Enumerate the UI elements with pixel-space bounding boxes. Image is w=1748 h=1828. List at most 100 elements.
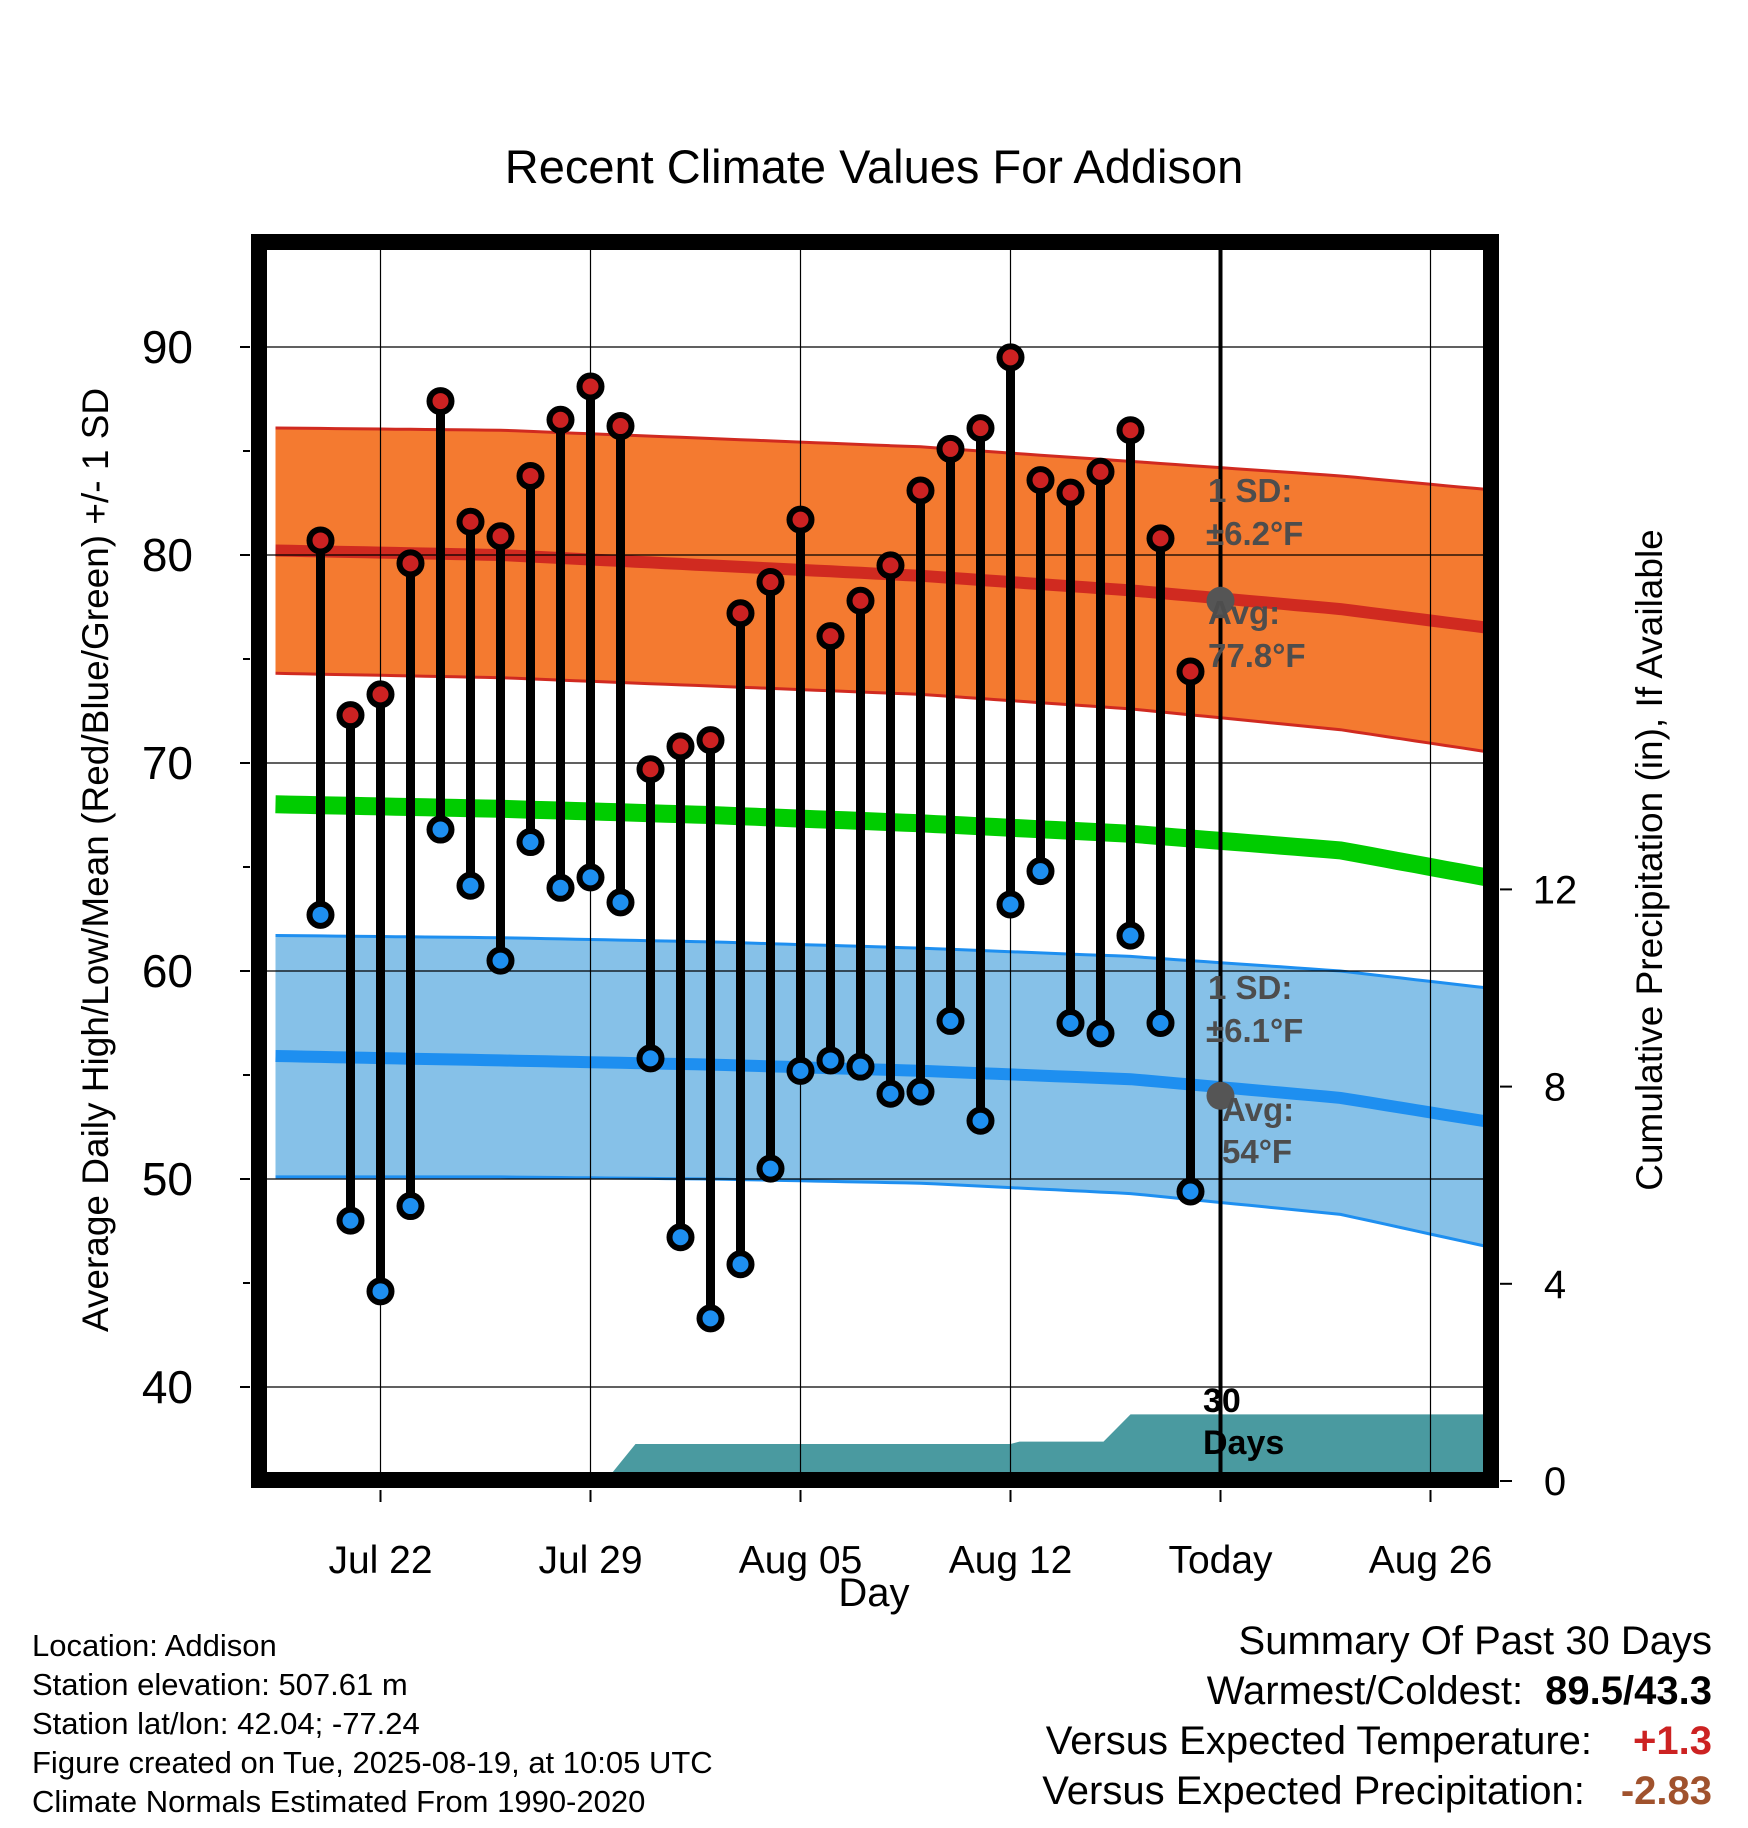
x-tick-label: Jul 22 [328,1539,432,1582]
high-point [1086,457,1115,486]
plot-frame [251,234,1499,1488]
high-point [966,414,995,443]
normals-text: Climate Normals Estimated From 1990-2020 [32,1784,646,1819]
elevation-text: Station elevation: 507.61 m [32,1667,408,1702]
low-point [966,1106,995,1135]
low-point [786,1056,815,1085]
warm-cold-label: Warmest/Coldest: [1206,1669,1524,1713]
temp-value: +1.3 [1633,1719,1712,1763]
high-point [756,568,785,597]
high-point [816,622,845,651]
high-point [996,343,1025,372]
low-point [516,828,545,857]
high-point [426,387,455,416]
x-tick-label: Aug 12 [949,1539,1073,1582]
low-point [1116,921,1145,950]
high-sd-value: ±6.2°F [1206,515,1303,552]
x-tick-label: Today [1168,1539,1273,1582]
y-tick-label: 90 [142,321,193,373]
high-point [846,586,875,615]
slash-separator: / [1623,1669,1635,1713]
days-word-label: Days [1203,1424,1284,1462]
high-point [726,599,755,628]
low-point [576,863,605,892]
high-point [1056,478,1085,507]
y-tick-label: 60 [142,945,193,997]
days-count-label: 30 [1203,1382,1241,1420]
high-point [396,549,425,578]
low-point [666,1223,695,1252]
high-point [606,412,635,441]
low-point [1146,1009,1175,1037]
low-point [606,888,635,917]
low-point [426,815,455,844]
low-sd-label: 1 SD: [1208,969,1292,1006]
warm-cold-row: Warmest/Coldest: 89.5/43.3 [712,1666,1712,1716]
latlon-text: Station lat/lon: 42.04; -77.24 [32,1706,420,1741]
low-point [1176,1177,1205,1206]
summary-title: Summary Of Past 30 Days [1238,1619,1712,1663]
low-point [876,1079,905,1108]
y-axis-label: Average Daily High/Low/Mean (Red/Blue/Gr… [75,388,116,1332]
high-point [876,551,905,580]
high-sd-upper-edge [275,426,1485,491]
prcp-label: Versus Expected Precipitation: [1042,1769,1585,1813]
chart-title: Recent Climate Values For Addison [505,140,1243,193]
low-point [486,946,515,975]
x-tick-label: Jul 29 [538,1539,642,1582]
high-point [546,405,575,434]
y-tick-label: 70 [142,737,193,789]
low-point [336,1206,365,1235]
low-avg-label: Avg: [1222,1091,1294,1128]
temp-row: Versus Expected Temperature: +1.3 [712,1716,1712,1766]
y2-axis-label: Cumulative Precipitation (in), If Availa… [1629,529,1670,1191]
low-point [816,1046,845,1075]
high-point [906,476,935,505]
low-point [996,890,1025,919]
y-tick-label: 80 [142,529,193,581]
low-point [456,871,485,900]
low-point [726,1250,755,1279]
high-point [636,755,665,784]
summary-panel: Summary Of Past 30 Days Warmest/Coldest:… [712,1616,1712,1816]
low-sd-lower-edge [275,1175,1485,1248]
high-point [486,522,515,551]
coldest-value: 43.3 [1634,1669,1712,1713]
today-high-avg-marker [1206,586,1235,615]
low-point [366,1277,395,1306]
low-point [756,1154,785,1183]
high-point [306,526,335,555]
y-tick-label: 40 [142,1361,193,1413]
high-point [366,680,395,709]
high-point [456,507,485,536]
low-point [846,1052,875,1081]
x-tick-label: Aug 05 [739,1539,863,1582]
low-sd-value: ±6.1°F [1206,1012,1303,1049]
high-point [666,732,695,761]
low-point [1086,1019,1115,1048]
high-point [516,461,545,490]
warmest-value: 89.5 [1545,1669,1624,1713]
low-point [1056,1009,1085,1037]
x-axis-label: Day [838,1571,909,1615]
today-low-avg-marker [1206,1081,1235,1110]
low-point [306,900,335,929]
low-point [396,1192,425,1221]
high-point [696,726,725,755]
low-point [636,1044,665,1073]
location-text: Location: Addison [32,1628,277,1663]
high-avg-label: Avg: [1208,594,1280,631]
climate-chart: Recent Climate Values For Addison 1 SD: ±… [75,140,1670,1615]
high-point [1146,524,1175,553]
y2-tick-label: 12 [1533,868,1578,912]
high-point [786,505,815,534]
low-point [906,1077,935,1106]
x-tick-label: Aug 26 [1369,1539,1493,1582]
station-info: Location: Addison Station elevation: 507… [32,1626,932,1821]
created-text: Figure created on Tue, 2025-08-19, at 10… [32,1745,713,1780]
high-point [336,701,365,730]
precip-area [605,1414,1485,1474]
y2-tick-label: 0 [1544,1460,1566,1504]
high-point [1116,416,1145,445]
high-sd-label: 1 SD: [1208,472,1292,509]
